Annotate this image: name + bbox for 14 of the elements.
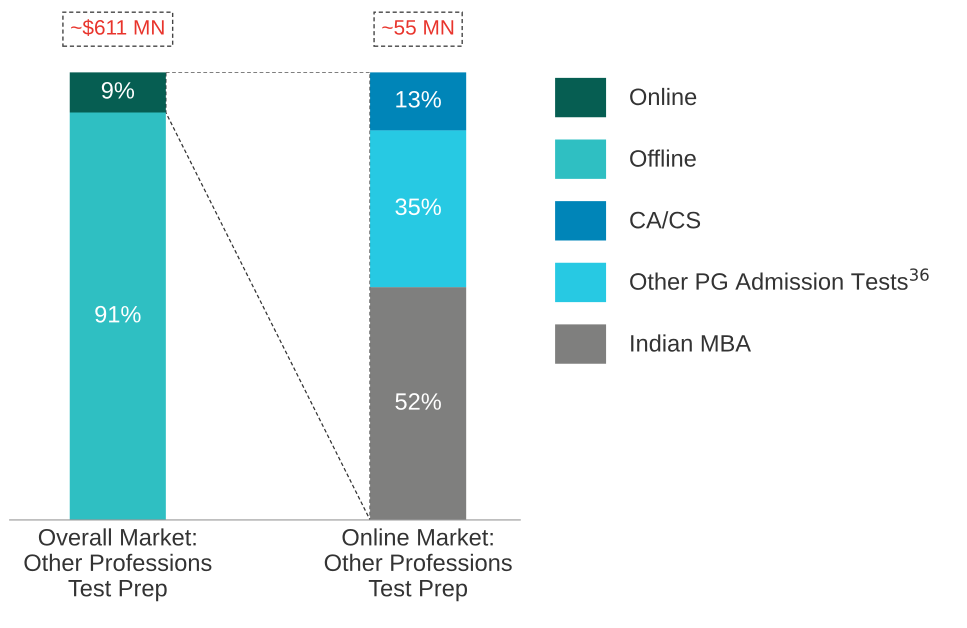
text: ~55 MN xyxy=(382,20,454,35)
legend-label: Indian MBA xyxy=(631,334,752,352)
text: ~$611 MN xyxy=(71,19,164,36)
x-tick-label: Online Market: Other Professions Test Prep xyxy=(324,528,512,602)
data-label: 9% xyxy=(102,82,134,99)
x-tick-label: Overall Market: Other Professions Test Prep xyxy=(24,528,212,602)
legend-label: Online xyxy=(630,88,696,106)
data-label: 91% xyxy=(95,306,141,323)
data-label: 35% xyxy=(395,198,441,216)
data-label: 13% xyxy=(396,90,441,108)
data-label: 52% xyxy=(395,393,441,410)
legend-label: Offline xyxy=(630,149,696,167)
legend-label: Other PG Admission Tests$^{36}$ xyxy=(630,268,929,290)
legend-label: CA/CS xyxy=(630,211,700,228)
